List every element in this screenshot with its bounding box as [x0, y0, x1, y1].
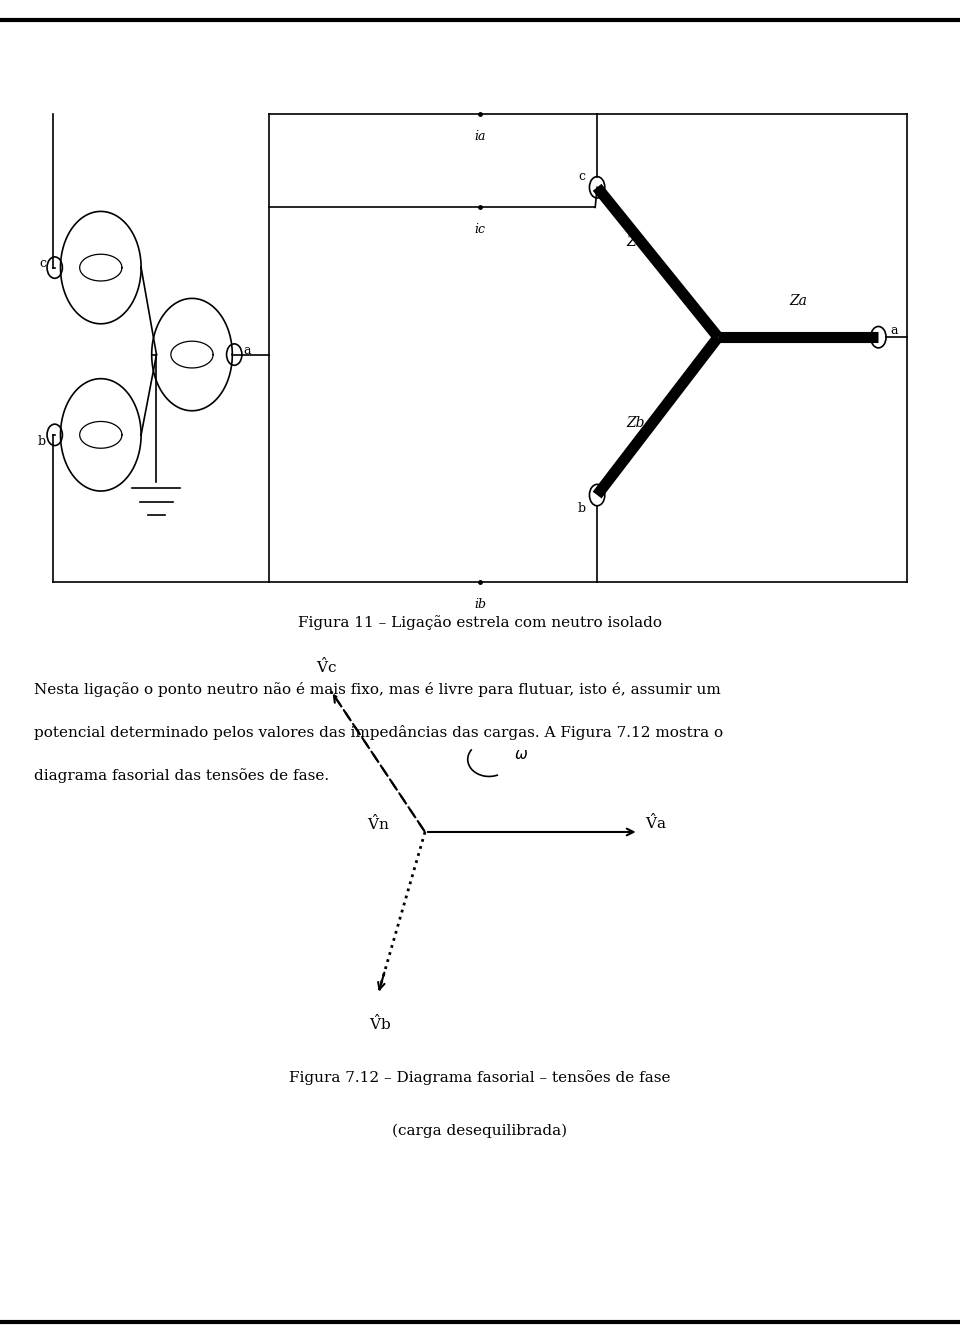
Text: a: a	[890, 324, 898, 337]
Text: b: b	[38, 435, 46, 448]
Text: b: b	[578, 502, 586, 515]
Text: a: a	[243, 344, 251, 357]
Text: ic: ic	[474, 223, 486, 237]
Text: Nesta ligação o ponto neutro não é mais fixo, mas é livre para flutuar, isto é, : Nesta ligação o ponto neutro não é mais …	[34, 682, 720, 697]
Text: ia: ia	[474, 130, 486, 143]
Text: $\mathdefault{\hat{V}}$b: $\mathdefault{\hat{V}}$b	[369, 1013, 391, 1033]
Text: Zc: Zc	[626, 235, 643, 249]
Text: ib: ib	[474, 598, 486, 611]
Text: Zb: Zb	[626, 416, 644, 429]
Text: Za: Za	[789, 294, 807, 308]
Text: (carga desequilibrada): (carga desequilibrada)	[393, 1124, 567, 1137]
Text: potencial determinado pelos valores das impedâncias das cargas. A Figura 7.12 mo: potencial determinado pelos valores das …	[34, 725, 723, 740]
Text: $\mathdefault{\hat{V}}$a: $\mathdefault{\hat{V}}$a	[645, 812, 667, 832]
Text: diagrama fasorial das tensões de fase.: diagrama fasorial das tensões de fase.	[34, 768, 328, 783]
Text: Figura 7.12 – Diagrama fasorial – tensões de fase: Figura 7.12 – Diagrama fasorial – tensõe…	[289, 1069, 671, 1085]
Text: $\mathdefault{\hat{V}}$n: $\mathdefault{\hat{V}}$n	[367, 814, 390, 834]
Text: c: c	[39, 257, 46, 270]
Text: $\mathdefault{\hat{V}}$c: $\mathdefault{\hat{V}}$c	[316, 656, 337, 676]
Text: $\omega$: $\omega$	[515, 748, 529, 763]
Text: Figura 11 – Ligação estrela com neutro isolado: Figura 11 – Ligação estrela com neutro i…	[298, 614, 662, 630]
Text: c: c	[579, 170, 586, 183]
